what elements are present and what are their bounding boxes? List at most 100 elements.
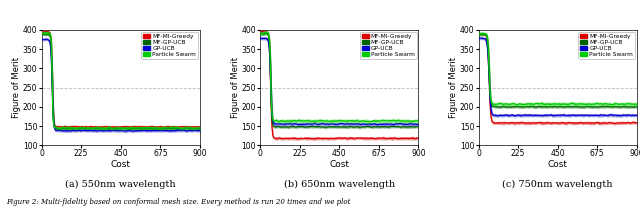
GP-UCB: [633, 114, 640, 116]
GP-UCB: [570, 114, 577, 116]
MF-GP-UCB: [605, 105, 612, 108]
MF-GP-UCB: [561, 106, 568, 108]
MF-GP-UCB: [39, 33, 47, 35]
MF-GP-UCB: [415, 125, 422, 128]
MF-GP-UCB: [630, 106, 637, 108]
MF-GP-UCB: [387, 125, 394, 128]
MF-MI-Greedy: [342, 137, 350, 140]
Particle Swarm: [113, 127, 121, 129]
Particle Swarm: [193, 127, 200, 130]
Particle Swarm: [365, 121, 372, 123]
Text: (c) 750nm wavelength: (c) 750nm wavelength: [502, 180, 613, 189]
MF-GP-UCB: [196, 127, 204, 130]
Particle Swarm: [120, 127, 128, 130]
Line: GP-UCB: GP-UCB: [42, 39, 200, 131]
MF-GP-UCB: [256, 33, 264, 35]
MF-GP-UCB: [132, 128, 140, 130]
Particle Swarm: [114, 127, 122, 129]
Particle Swarm: [38, 32, 45, 34]
Particle Swarm: [569, 102, 577, 105]
GP-UCB: [256, 37, 264, 39]
GP-UCB: [411, 123, 419, 125]
MF-GP-UCB: [580, 106, 588, 109]
Line: Particle Swarm: Particle Swarm: [42, 33, 200, 129]
GP-UCB: [193, 129, 200, 132]
MF-MI-Greedy: [412, 137, 419, 140]
MF-MI-Greedy: [630, 121, 637, 124]
MF-MI-Greedy: [387, 137, 394, 139]
MF-MI-Greedy: [42, 30, 50, 33]
Line: GP-UCB: GP-UCB: [479, 38, 637, 116]
GP-UCB: [415, 123, 422, 125]
Particle Swarm: [415, 119, 422, 122]
GP-UCB: [122, 130, 129, 132]
GP-UCB: [196, 129, 204, 132]
X-axis label: Cost: Cost: [548, 160, 568, 169]
Y-axis label: Figure of Merit: Figure of Merit: [12, 57, 21, 118]
MF-MI-Greedy: [561, 122, 568, 124]
GP-UCB: [475, 37, 483, 40]
GP-UCB: [42, 38, 50, 40]
GP-UCB: [113, 130, 121, 132]
Particle Swarm: [332, 120, 339, 122]
Particle Swarm: [132, 126, 140, 129]
Particle Swarm: [124, 127, 132, 129]
Text: (b) 650nm wavelength: (b) 650nm wavelength: [284, 180, 395, 189]
Particle Swarm: [551, 103, 559, 105]
MF-MI-Greedy: [193, 126, 200, 128]
Particle Swarm: [342, 120, 350, 123]
Legend: MF-MI-Greedy, MF-GP-UCB, GP-UCB, Particle Swarm: MF-MI-Greedy, MF-GP-UCB, GP-UCB, Particl…: [141, 32, 198, 59]
Line: Particle Swarm: Particle Swarm: [260, 33, 419, 122]
MF-MI-Greedy: [476, 32, 483, 35]
Particle Swarm: [550, 103, 558, 105]
Particle Swarm: [477, 32, 485, 35]
Particle Swarm: [196, 127, 204, 129]
MF-MI-Greedy: [259, 30, 267, 33]
Particle Swarm: [168, 126, 176, 129]
Particle Swarm: [387, 120, 394, 122]
GP-UCB: [332, 123, 339, 126]
Particle Swarm: [263, 31, 271, 34]
Legend: MF-MI-Greedy, MF-GP-UCB, GP-UCB, Particle Swarm: MF-MI-Greedy, MF-GP-UCB, GP-UCB, Particl…: [579, 32, 635, 59]
MF-GP-UCB: [193, 128, 200, 130]
GP-UCB: [552, 114, 559, 117]
Y-axis label: Figure of Merit: Figure of Merit: [231, 57, 240, 118]
MF-GP-UCB: [475, 33, 483, 36]
MF-GP-UCB: [633, 106, 640, 108]
MF-MI-Greedy: [196, 126, 204, 128]
MF-GP-UCB: [569, 105, 577, 108]
MF-MI-Greedy: [415, 137, 422, 139]
MF-GP-UCB: [342, 126, 350, 128]
MF-GP-UCB: [321, 126, 329, 129]
Particle Swarm: [412, 120, 419, 122]
X-axis label: Cost: Cost: [329, 160, 349, 169]
MF-GP-UCB: [481, 33, 489, 35]
MF-GP-UCB: [550, 105, 558, 108]
Legend: MF-MI-Greedy, MF-GP-UCB, GP-UCB, Particle Swarm: MF-MI-Greedy, MF-GP-UCB, GP-UCB, Particl…: [360, 32, 417, 59]
Text: Figure 2: Multi-fidelity based on conformal mesh size. Every method is run 20 ti: Figure 2: Multi-fidelity based on confor…: [6, 198, 351, 206]
Particle Swarm: [630, 103, 637, 105]
MF-MI-Greedy: [124, 125, 131, 128]
MF-GP-UCB: [126, 128, 134, 130]
MF-MI-Greedy: [310, 138, 318, 140]
MF-MI-Greedy: [475, 32, 483, 35]
Particle Swarm: [561, 103, 568, 105]
MF-GP-UCB: [38, 33, 45, 36]
Line: MF-GP-UCB: MF-GP-UCB: [42, 34, 200, 129]
MF-MI-Greedy: [333, 137, 340, 139]
MF-GP-UCB: [332, 126, 340, 128]
MF-MI-Greedy: [160, 126, 168, 129]
GP-UCB: [477, 37, 485, 39]
GP-UCB: [561, 114, 568, 116]
MF-MI-Greedy: [611, 122, 619, 125]
Line: MF-MI-Greedy: MF-MI-Greedy: [42, 32, 200, 127]
X-axis label: Cost: Cost: [111, 160, 131, 169]
MF-MI-Greedy: [114, 126, 122, 128]
GP-UCB: [342, 123, 349, 125]
Particle Swarm: [42, 32, 50, 34]
GP-UCB: [511, 115, 518, 117]
GP-UCB: [351, 123, 358, 125]
Line: MF-MI-Greedy: MF-MI-Greedy: [479, 34, 637, 123]
MF-MI-Greedy: [633, 122, 640, 124]
Line: Particle Swarm: Particle Swarm: [479, 33, 637, 105]
